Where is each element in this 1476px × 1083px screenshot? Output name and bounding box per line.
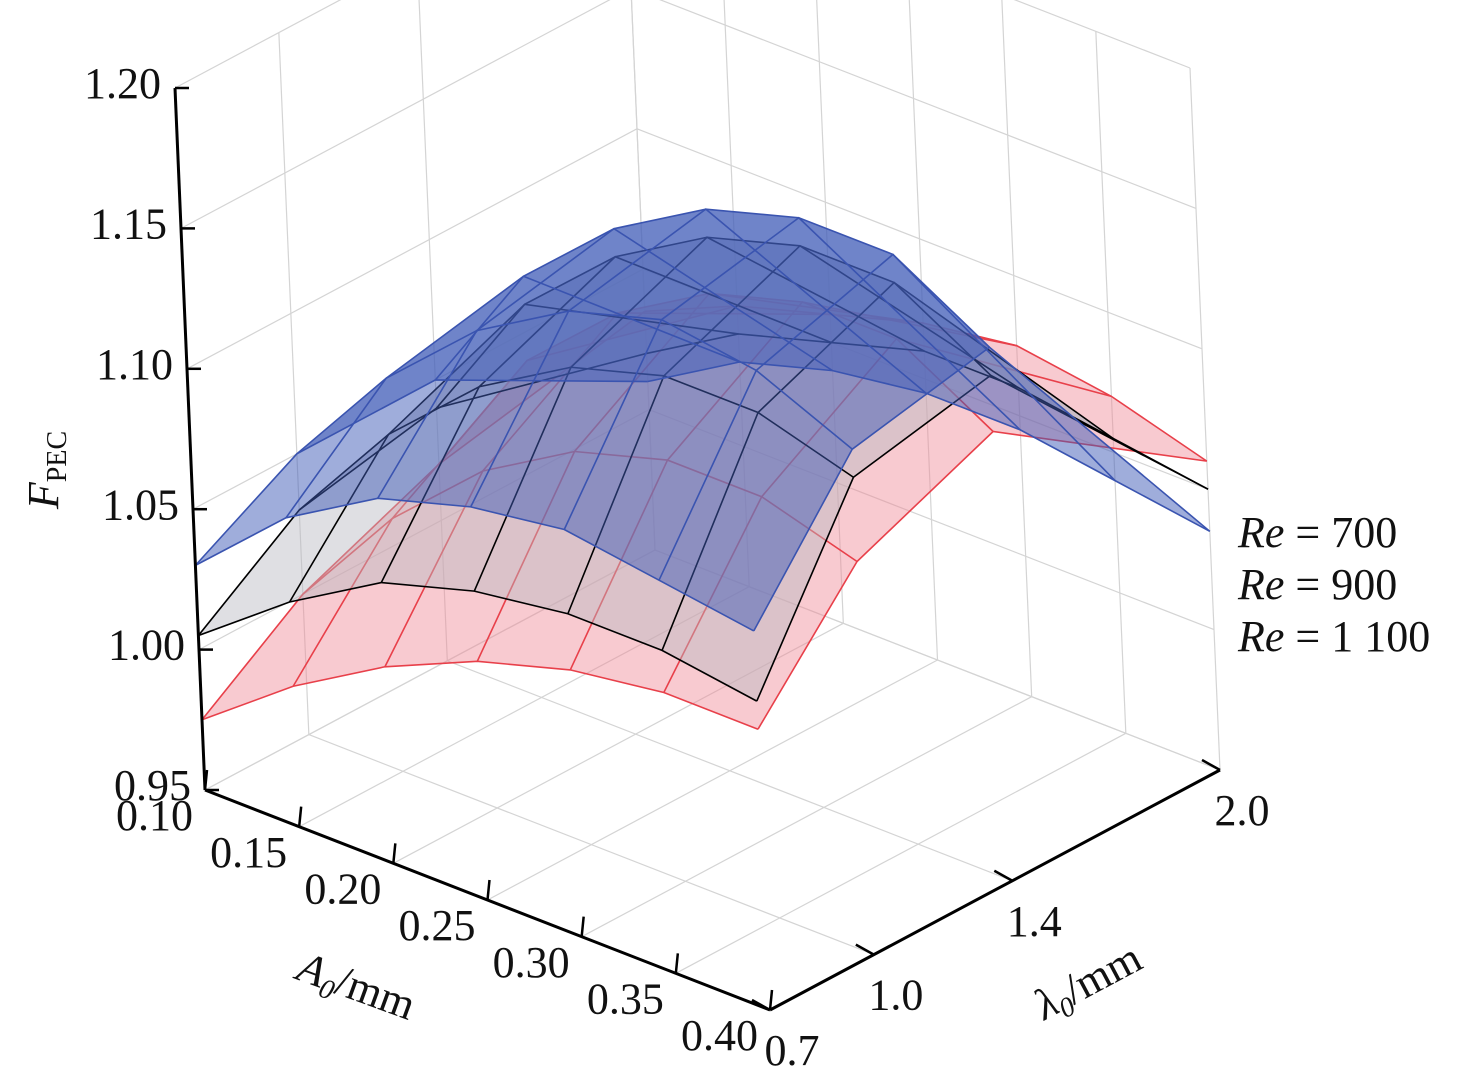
x-tick-label: 0.20 xyxy=(304,864,381,913)
grid-line xyxy=(1095,31,1127,734)
surface-column xyxy=(658,253,1116,581)
y-tick-label: 1.4 xyxy=(1007,897,1062,946)
surface-patch xyxy=(293,470,483,687)
grid-line xyxy=(393,622,844,864)
label-unit: /mm xyxy=(329,956,422,1030)
y-tick xyxy=(993,869,1013,882)
grid-line xyxy=(675,732,1127,974)
surface-column xyxy=(753,346,1211,632)
y-tick xyxy=(1201,758,1221,772)
label-main: F xyxy=(19,481,68,510)
grid-line xyxy=(278,32,310,735)
surface-column xyxy=(194,379,648,566)
surface-patch xyxy=(705,209,1021,430)
surface-column xyxy=(469,208,927,508)
y-axis xyxy=(769,768,1221,1012)
y-tick-label: 2.0 xyxy=(1215,786,1270,835)
grid-line xyxy=(1189,67,1221,771)
legend-label: Re = 900 xyxy=(1237,560,1397,609)
legend-label-part: = 1 100 xyxy=(1284,612,1430,661)
grid-line xyxy=(581,696,1032,938)
y-tick-label: 1.0 xyxy=(868,971,923,1020)
y-tick-label: 0.7 xyxy=(765,1026,820,1075)
legend-label-part: Re xyxy=(1237,560,1284,609)
grid-line xyxy=(1013,0,1191,69)
x-tick-label: 0.35 xyxy=(587,974,664,1023)
grid-line xyxy=(186,128,638,370)
x-tick-label: 0.40 xyxy=(681,1011,758,1060)
surface-patch xyxy=(435,276,740,382)
y-axis-label: λ0/mm xyxy=(1024,933,1152,1035)
x-tick-label: 0.15 xyxy=(210,828,287,877)
z-tick-label: 1.00 xyxy=(108,621,185,670)
x-tick-label: 0.10 xyxy=(116,791,193,840)
surface-patch xyxy=(202,518,393,720)
surface-column xyxy=(377,227,833,499)
z-axis xyxy=(173,87,207,791)
surface xyxy=(194,208,1211,632)
x-tick xyxy=(203,769,209,791)
surface-column xyxy=(563,216,1021,530)
surfaces xyxy=(194,208,1211,730)
x-tick-label: 0.30 xyxy=(493,938,570,987)
legend-label-part: Re xyxy=(1237,508,1284,557)
grid-line xyxy=(174,0,342,89)
z-tick-label: 1.20 xyxy=(84,59,161,108)
label-sub: PEC xyxy=(42,431,73,482)
surface-patch xyxy=(614,209,927,394)
x-tick-label: 0.25 xyxy=(399,901,476,950)
y-tick xyxy=(751,998,771,1012)
z-axis-label: FPEC xyxy=(19,431,73,510)
legend-label: Re = 700 xyxy=(1237,508,1397,557)
x-tick xyxy=(768,989,774,1011)
x-tick xyxy=(392,843,397,864)
grid-line xyxy=(418,0,448,661)
legend-label-part: = 700 xyxy=(1284,508,1397,557)
grid-line xyxy=(180,0,611,229)
x-tick xyxy=(674,953,680,974)
x-tick xyxy=(297,806,303,827)
grid-line xyxy=(487,659,938,901)
surface-patch xyxy=(798,217,1116,481)
surface-patch xyxy=(659,370,853,631)
z-tick-label: 0.95 xyxy=(114,761,191,810)
z-tick-label: 1.10 xyxy=(96,340,173,389)
legend-label-part: = 900 xyxy=(1284,560,1397,609)
surface-patch xyxy=(523,228,833,371)
z-tick-label: 1.15 xyxy=(90,199,167,248)
z-tick-label: 1.05 xyxy=(102,480,179,529)
y-tick xyxy=(855,943,875,956)
surface-column xyxy=(756,374,1209,702)
legend-label: Re = 1 100 xyxy=(1237,612,1430,661)
surface-patch xyxy=(564,319,757,581)
legend-label-part: Re xyxy=(1237,612,1284,661)
surface-column xyxy=(285,275,740,519)
x-tick xyxy=(486,879,491,901)
x-axis-label: A0/mm xyxy=(286,941,422,1035)
grid-line xyxy=(298,586,750,828)
x-tick xyxy=(580,916,585,937)
grid-line xyxy=(204,549,656,791)
axes: 0.95 1.00 1.05 1.10 1.15 1.20 0.10 0.15 0.20 0.25… xyxy=(19,59,1430,1075)
